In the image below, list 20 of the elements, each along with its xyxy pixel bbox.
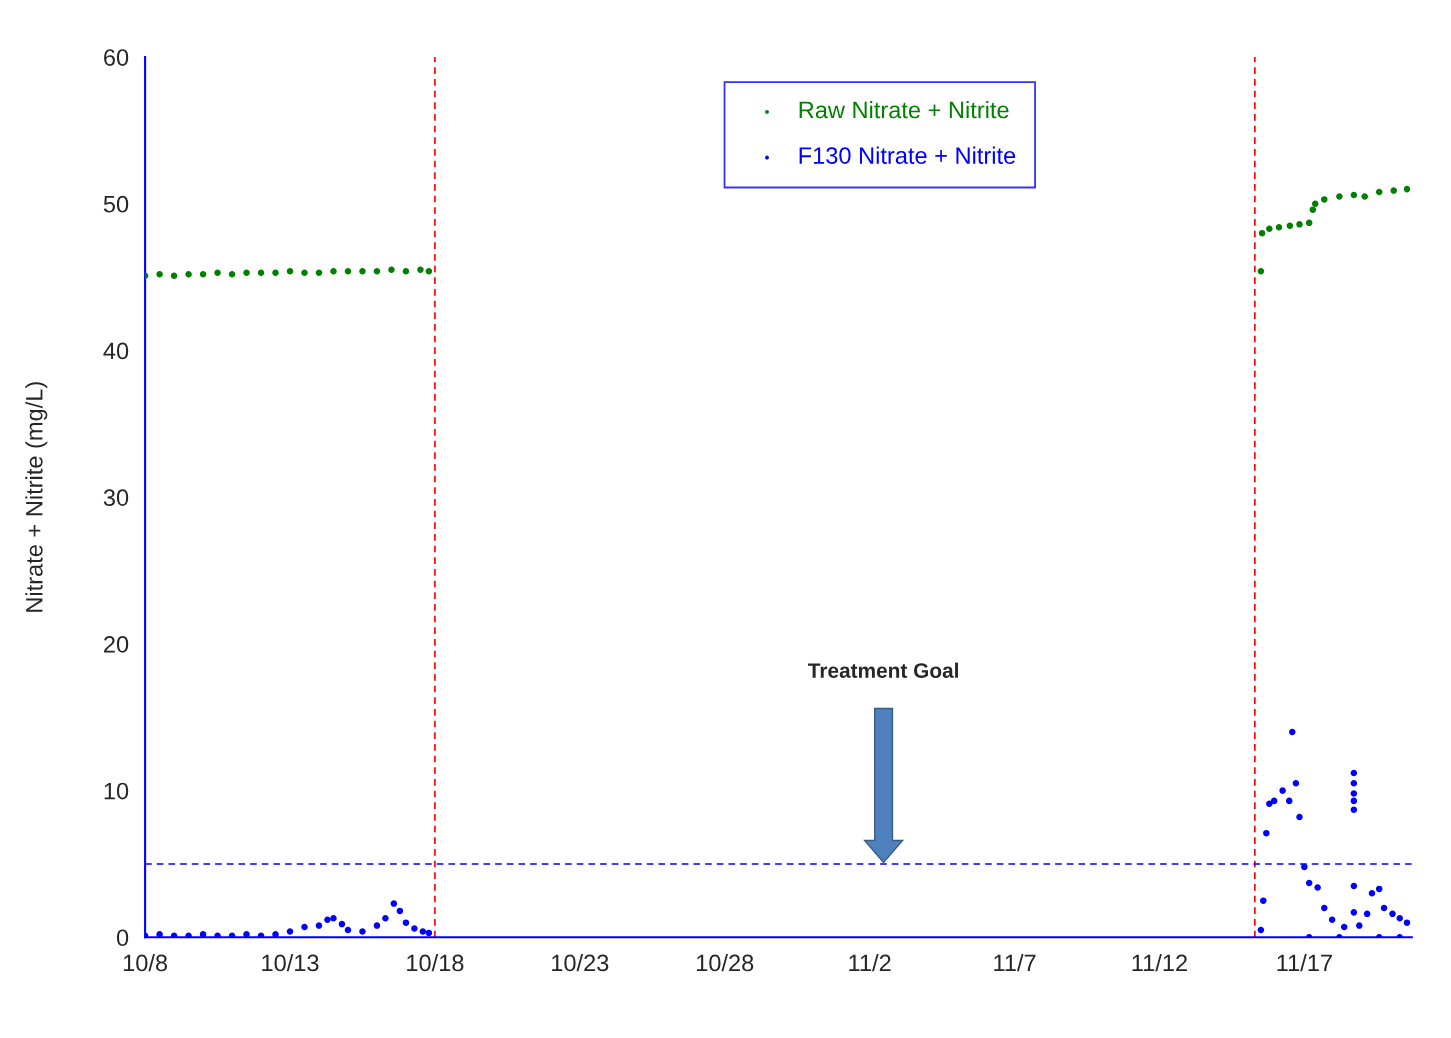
y-tick-label: 20 xyxy=(104,635,129,653)
legend-label: F130 Nitrate + Nitrite xyxy=(799,146,1016,164)
x-tick-label: 10/13 xyxy=(262,953,319,972)
y-tick-label: 0 xyxy=(116,929,129,947)
x-tick-label: 11/7 xyxy=(994,953,1036,972)
y-tick-label: 30 xyxy=(103,489,129,506)
annotation: Treatment Goal xyxy=(808,662,958,678)
legend-label: Raw Nitrate + Nitrite xyxy=(799,100,1009,119)
x-tick-label: 11/12 xyxy=(1132,953,1187,972)
y-axis-title: Nitrate + Nitrite (mg/L) xyxy=(25,382,48,612)
x-tick-label: 10/8 xyxy=(123,953,168,972)
y-tick-label: 10 xyxy=(104,782,129,800)
x-tick-label: 11/2 xyxy=(849,953,891,972)
x-tick-label: 10/18 xyxy=(407,953,464,972)
x-tick-label: 10/23 xyxy=(552,953,609,972)
x-tick-label: 11/17 xyxy=(1277,953,1332,972)
y-tick-label: 50 xyxy=(103,195,129,213)
x-tick-label: 10/28 xyxy=(696,953,754,972)
y-tick-label: 40 xyxy=(103,342,129,360)
y-tick-label: 60 xyxy=(104,49,129,66)
